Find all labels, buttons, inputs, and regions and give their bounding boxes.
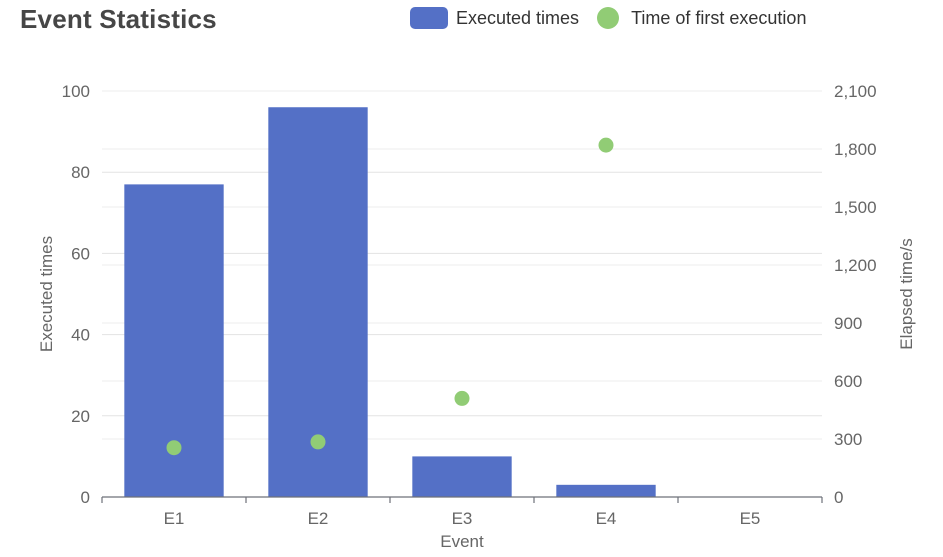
bar-e2 bbox=[268, 107, 368, 498]
x-tick-label: E2 bbox=[308, 509, 329, 528]
y-left-tick-label: 60 bbox=[71, 244, 90, 263]
y-axis-left-label: Executed times bbox=[37, 236, 56, 352]
y-right-tick-label: 300 bbox=[834, 430, 862, 449]
grid-lines bbox=[102, 90, 822, 440]
legend-bar-swatch bbox=[410, 7, 448, 29]
legend-label-first-execution: Time of first execution bbox=[631, 7, 807, 28]
x-axis: E1 E2 E3 E4 E5 bbox=[101, 496, 823, 528]
point-e1 bbox=[166, 440, 182, 456]
y-right-tick-label: 1,500 bbox=[834, 198, 877, 217]
y-right-tick-label: 900 bbox=[834, 314, 862, 333]
legend-dot-swatch bbox=[597, 7, 620, 29]
bar-e3 bbox=[412, 456, 512, 497]
legend-item-executed-times[interactable]: Executed times bbox=[410, 7, 579, 29]
y-right-tick-label: 2,100 bbox=[834, 82, 877, 101]
legend-label-executed-times: Executed times bbox=[456, 7, 580, 28]
y-axis-left: 0 20 40 60 80 100 bbox=[62, 82, 90, 507]
y-left-tick-label: 0 bbox=[81, 488, 90, 507]
y-right-tick-label: 1,200 bbox=[834, 256, 877, 275]
bar-e4 bbox=[556, 484, 656, 497]
y-axis-right-label: Elapsed time/s bbox=[897, 238, 916, 350]
y-left-tick-label: 80 bbox=[71, 163, 90, 182]
x-tick-label: E5 bbox=[740, 509, 761, 528]
y-left-tick-label: 20 bbox=[71, 407, 90, 426]
point-e3 bbox=[454, 390, 470, 406]
legend-item-first-execution[interactable]: Time of first execution bbox=[593, 7, 806, 29]
y-left-tick-label: 40 bbox=[71, 326, 90, 345]
y-right-tick-label: 0 bbox=[834, 488, 843, 507]
point-e4 bbox=[598, 137, 614, 153]
y-left-tick-label: 100 bbox=[62, 82, 90, 101]
chart-title: Event Statistics bbox=[20, 4, 217, 34]
x-axis-label: Event bbox=[440, 532, 484, 551]
x-tick-label: E1 bbox=[164, 509, 185, 528]
point-e2 bbox=[310, 434, 326, 450]
x-tick-label: E4 bbox=[596, 509, 617, 528]
y-right-tick-label: 600 bbox=[834, 372, 862, 391]
bar-series bbox=[124, 107, 656, 498]
y-axis-right: 0 300 600 900 1,200 1,500 1,800 2,100 bbox=[834, 82, 877, 507]
x-tick-label: E3 bbox=[452, 509, 473, 528]
legend: Executed times Time of first execution bbox=[410, 7, 820, 29]
scatter-series bbox=[166, 137, 614, 456]
y-right-tick-label: 1,800 bbox=[834, 140, 877, 159]
